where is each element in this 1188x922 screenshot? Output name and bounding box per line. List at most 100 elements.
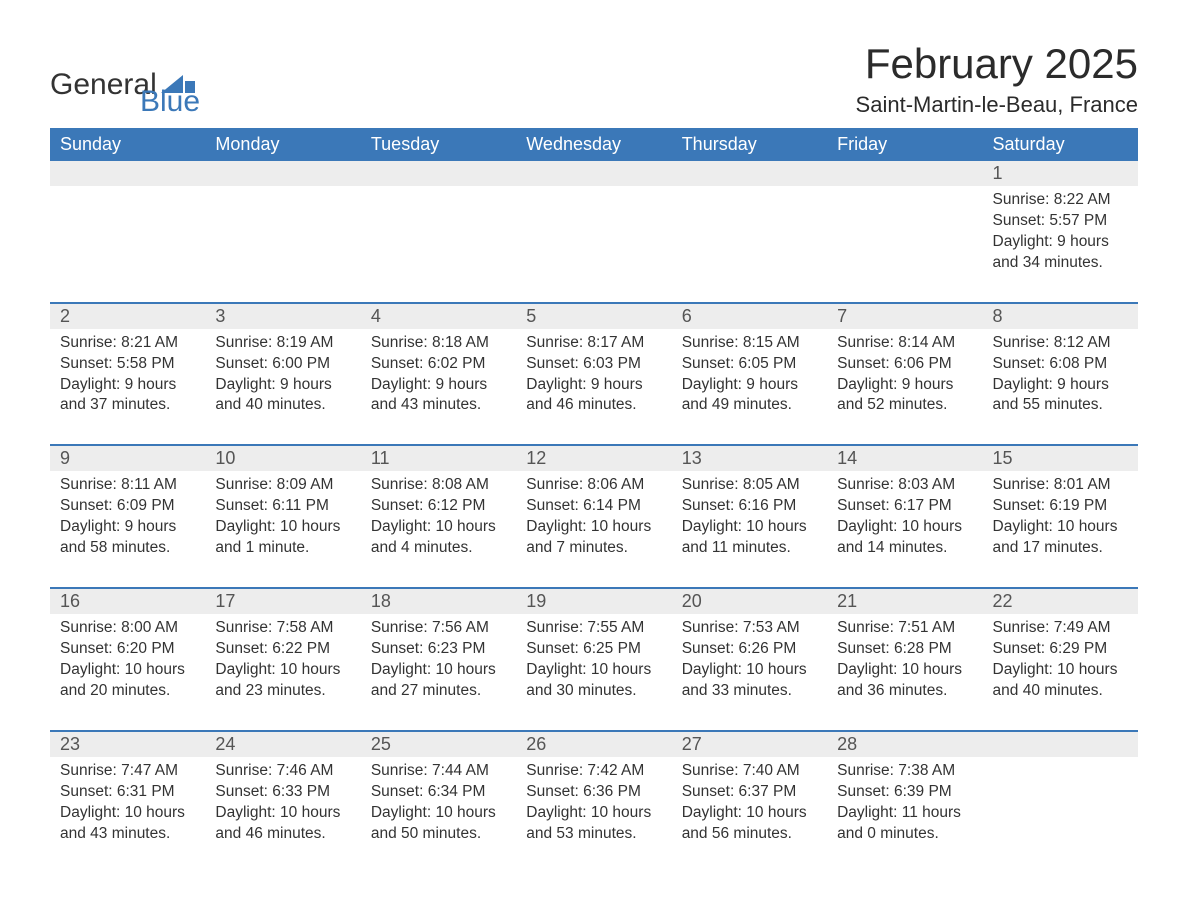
daylight-line: Daylight: 9 hours and 43 minutes. <box>371 375 506 417</box>
sunrise-line: Sunrise: 7:38 AM <box>837 761 972 782</box>
day-number <box>827 161 982 186</box>
day-content: Sunrise: 8:14 AMSunset: 6:06 PMDaylight:… <box>827 329 982 445</box>
sunset-line: Sunset: 6:02 PM <box>371 354 506 375</box>
sunrise-line: Sunrise: 8:19 AM <box>215 333 350 354</box>
sunset-line: Sunset: 6:11 PM <box>215 496 350 517</box>
day-number: 11 <box>361 446 516 471</box>
sunset-line: Sunset: 6:17 PM <box>837 496 972 517</box>
daylight-line: Daylight: 10 hours and 27 minutes. <box>371 660 506 702</box>
day-content: Sunrise: 8:00 AMSunset: 6:20 PMDaylight:… <box>50 614 205 730</box>
day-content: Sunrise: 8:18 AMSunset: 6:02 PMDaylight:… <box>361 329 516 445</box>
daylight-line: Daylight: 10 hours and 14 minutes. <box>837 517 972 559</box>
day-cell: 22Sunrise: 7:49 AMSunset: 6:29 PMDayligh… <box>983 588 1138 731</box>
day-number: 23 <box>50 732 205 757</box>
day-content: Sunrise: 7:44 AMSunset: 6:34 PMDaylight:… <box>361 757 516 873</box>
day-number: 20 <box>672 589 827 614</box>
sunrise-line: Sunrise: 8:09 AM <box>215 475 350 496</box>
day-number <box>983 732 1138 757</box>
day-cell: 3Sunrise: 8:19 AMSunset: 6:00 PMDaylight… <box>205 303 360 446</box>
day-number <box>672 161 827 186</box>
day-header: Tuesday <box>361 128 516 161</box>
sunrise-line: Sunrise: 8:08 AM <box>371 475 506 496</box>
day-content: Sunrise: 8:22 AMSunset: 5:57 PMDaylight:… <box>983 186 1138 302</box>
sunrise-line: Sunrise: 7:56 AM <box>371 618 506 639</box>
week-row: 2Sunrise: 8:21 AMSunset: 5:58 PMDaylight… <box>50 303 1138 446</box>
day-header: Thursday <box>672 128 827 161</box>
daylight-line: Daylight: 10 hours and 36 minutes. <box>837 660 972 702</box>
day-number: 26 <box>516 732 671 757</box>
sunrise-line: Sunrise: 8:05 AM <box>682 475 817 496</box>
day-number: 17 <box>205 589 360 614</box>
day-number: 12 <box>516 446 671 471</box>
sunrise-line: Sunrise: 8:17 AM <box>526 333 661 354</box>
logo: General Blue <box>50 68 195 120</box>
sunrise-line: Sunrise: 7:47 AM <box>60 761 195 782</box>
daylight-line: Daylight: 9 hours and 46 minutes. <box>526 375 661 417</box>
day-content: Sunrise: 7:55 AMSunset: 6:25 PMDaylight:… <box>516 614 671 730</box>
day-number: 2 <box>50 304 205 329</box>
day-cell: 13Sunrise: 8:05 AMSunset: 6:16 PMDayligh… <box>672 445 827 588</box>
day-cell: 17Sunrise: 7:58 AMSunset: 6:22 PMDayligh… <box>205 588 360 731</box>
day-content: Sunrise: 8:19 AMSunset: 6:00 PMDaylight:… <box>205 329 360 445</box>
empty-cell <box>827 161 982 303</box>
day-content: Sunrise: 8:01 AMSunset: 6:19 PMDaylight:… <box>983 471 1138 587</box>
sunrise-line: Sunrise: 8:22 AM <box>993 190 1128 211</box>
sunset-line: Sunset: 6:37 PM <box>682 782 817 803</box>
week-row: 9Sunrise: 8:11 AMSunset: 6:09 PMDaylight… <box>50 445 1138 588</box>
day-cell: 16Sunrise: 8:00 AMSunset: 6:20 PMDayligh… <box>50 588 205 731</box>
day-header: Sunday <box>50 128 205 161</box>
sunrise-line: Sunrise: 8:18 AM <box>371 333 506 354</box>
day-number: 4 <box>361 304 516 329</box>
sunrise-line: Sunrise: 7:42 AM <box>526 761 661 782</box>
day-cell: 23Sunrise: 7:47 AMSunset: 6:31 PMDayligh… <box>50 731 205 873</box>
sunset-line: Sunset: 6:34 PM <box>371 782 506 803</box>
sunset-line: Sunset: 6:29 PM <box>993 639 1128 660</box>
page-header: General Blue February 2025 Saint-Martin-… <box>50 40 1138 120</box>
sunset-line: Sunset: 6:03 PM <box>526 354 661 375</box>
daylight-line: Daylight: 10 hours and 30 minutes. <box>526 660 661 702</box>
sunset-line: Sunset: 6:00 PM <box>215 354 350 375</box>
week-row: 23Sunrise: 7:47 AMSunset: 6:31 PMDayligh… <box>50 731 1138 873</box>
day-content: Sunrise: 8:09 AMSunset: 6:11 PMDaylight:… <box>205 471 360 587</box>
day-cell: 10Sunrise: 8:09 AMSunset: 6:11 PMDayligh… <box>205 445 360 588</box>
empty-cell <box>361 161 516 303</box>
sunset-line: Sunset: 6:26 PM <box>682 639 817 660</box>
daylight-line: Daylight: 10 hours and 40 minutes. <box>993 660 1128 702</box>
daylight-line: Daylight: 10 hours and 7 minutes. <box>526 517 661 559</box>
daylight-line: Daylight: 10 hours and 11 minutes. <box>682 517 817 559</box>
empty-cell <box>516 161 671 303</box>
day-cell: 4Sunrise: 8:18 AMSunset: 6:02 PMDaylight… <box>361 303 516 446</box>
day-content <box>827 186 982 239</box>
daylight-line: Daylight: 10 hours and 23 minutes. <box>215 660 350 702</box>
empty-cell <box>983 731 1138 873</box>
sunrise-line: Sunrise: 7:46 AM <box>215 761 350 782</box>
daylight-line: Daylight: 9 hours and 52 minutes. <box>837 375 972 417</box>
month-title: February 2025 <box>856 40 1138 88</box>
day-content <box>983 757 1138 810</box>
day-cell: 28Sunrise: 7:38 AMSunset: 6:39 PMDayligh… <box>827 731 982 873</box>
day-header: Wednesday <box>516 128 671 161</box>
daylight-line: Daylight: 9 hours and 58 minutes. <box>60 517 195 559</box>
sunset-line: Sunset: 6:36 PM <box>526 782 661 803</box>
calendar-table: SundayMondayTuesdayWednesdayThursdayFrid… <box>50 128 1138 872</box>
day-cell: 20Sunrise: 7:53 AMSunset: 6:26 PMDayligh… <box>672 588 827 731</box>
day-content: Sunrise: 7:46 AMSunset: 6:33 PMDaylight:… <box>205 757 360 873</box>
day-content <box>361 186 516 239</box>
daylight-line: Daylight: 10 hours and 53 minutes. <box>526 803 661 845</box>
day-cell: 9Sunrise: 8:11 AMSunset: 6:09 PMDaylight… <box>50 445 205 588</box>
day-content: Sunrise: 8:05 AMSunset: 6:16 PMDaylight:… <box>672 471 827 587</box>
daylight-line: Daylight: 11 hours and 0 minutes. <box>837 803 972 845</box>
logo-text-2: Blue <box>140 85 200 119</box>
day-number: 22 <box>983 589 1138 614</box>
day-cell: 6Sunrise: 8:15 AMSunset: 6:05 PMDaylight… <box>672 303 827 446</box>
day-number: 28 <box>827 732 982 757</box>
day-cell: 15Sunrise: 8:01 AMSunset: 6:19 PMDayligh… <box>983 445 1138 588</box>
sunset-line: Sunset: 6:09 PM <box>60 496 195 517</box>
daylight-line: Daylight: 10 hours and 50 minutes. <box>371 803 506 845</box>
day-number: 18 <box>361 589 516 614</box>
day-number: 24 <box>205 732 360 757</box>
day-header: Monday <box>205 128 360 161</box>
daylight-line: Daylight: 10 hours and 43 minutes. <box>60 803 195 845</box>
day-content: Sunrise: 8:03 AMSunset: 6:17 PMDaylight:… <box>827 471 982 587</box>
day-content: Sunrise: 8:15 AMSunset: 6:05 PMDaylight:… <box>672 329 827 445</box>
